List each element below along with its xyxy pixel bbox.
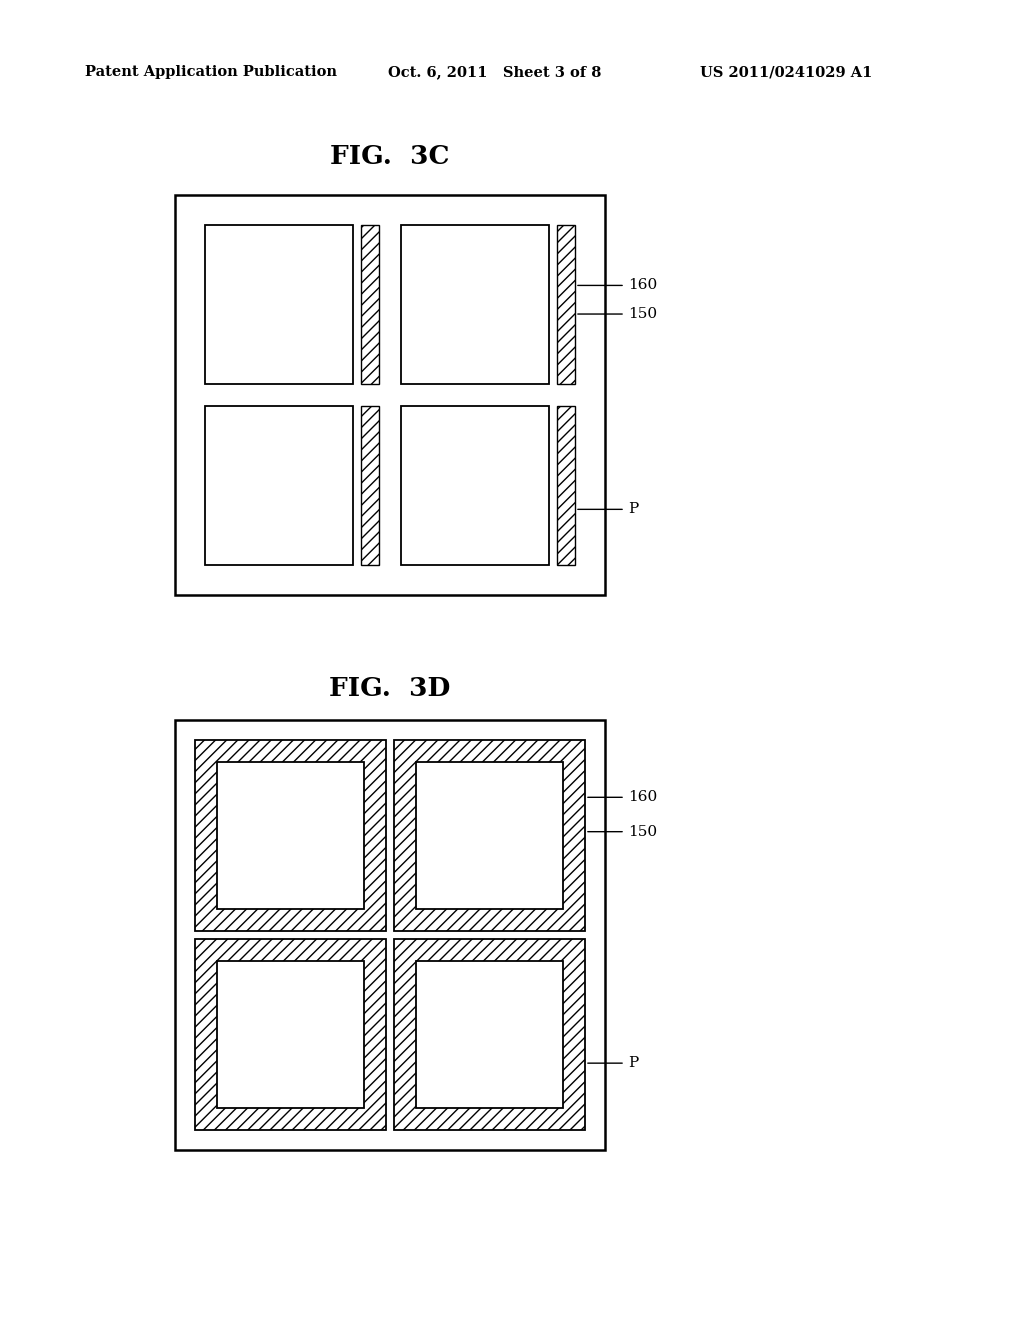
Bar [175,719,605,1150]
Bar [401,224,549,384]
Bar [195,741,386,931]
Text: 150: 150 [628,308,657,321]
Bar [361,224,379,384]
Bar [394,741,585,931]
Bar [557,224,575,384]
Text: FIG.  3C: FIG. 3C [331,144,450,169]
Bar [205,407,353,565]
Bar [221,965,360,1104]
Bar [205,224,353,384]
Bar [416,762,563,909]
Bar [217,762,364,909]
Bar [195,939,386,1130]
Bar [175,195,605,595]
Bar [401,407,549,565]
Text: P: P [628,503,638,516]
Bar [394,939,585,1130]
Bar [420,766,559,906]
Text: 160: 160 [628,279,657,293]
Text: US 2011/0241029 A1: US 2011/0241029 A1 [700,65,872,79]
Text: 160: 160 [628,791,657,804]
Bar [217,961,364,1107]
Text: P: P [628,1056,638,1071]
Text: Patent Application Publication: Patent Application Publication [85,65,337,79]
Bar [420,965,559,1104]
Bar [361,407,379,565]
Text: FIG.  3D: FIG. 3D [330,676,451,701]
Text: Oct. 6, 2011   Sheet 3 of 8: Oct. 6, 2011 Sheet 3 of 8 [388,65,601,79]
Bar [221,766,360,906]
Bar [416,961,563,1107]
Text: 150: 150 [628,825,657,838]
Bar [557,407,575,565]
